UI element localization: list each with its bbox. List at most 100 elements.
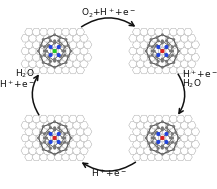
Polygon shape bbox=[155, 66, 163, 74]
Polygon shape bbox=[25, 128, 33, 135]
Circle shape bbox=[54, 67, 55, 68]
Polygon shape bbox=[54, 141, 62, 148]
Polygon shape bbox=[169, 141, 178, 148]
Polygon shape bbox=[173, 122, 181, 129]
Polygon shape bbox=[36, 35, 44, 42]
Circle shape bbox=[43, 126, 44, 127]
Polygon shape bbox=[169, 153, 178, 161]
Circle shape bbox=[65, 149, 67, 150]
Circle shape bbox=[156, 64, 158, 65]
Circle shape bbox=[50, 147, 51, 149]
Circle shape bbox=[67, 45, 68, 46]
Circle shape bbox=[178, 137, 179, 139]
Polygon shape bbox=[147, 128, 156, 135]
Circle shape bbox=[173, 149, 174, 150]
Circle shape bbox=[172, 50, 173, 52]
Circle shape bbox=[44, 137, 45, 139]
Polygon shape bbox=[83, 141, 92, 148]
Polygon shape bbox=[80, 47, 88, 55]
Circle shape bbox=[40, 143, 42, 144]
Circle shape bbox=[38, 137, 39, 139]
Polygon shape bbox=[54, 28, 62, 36]
Polygon shape bbox=[140, 41, 148, 48]
Circle shape bbox=[173, 39, 174, 40]
Polygon shape bbox=[54, 66, 62, 74]
Polygon shape bbox=[65, 60, 74, 67]
Circle shape bbox=[161, 147, 163, 149]
Circle shape bbox=[54, 40, 56, 42]
Circle shape bbox=[156, 124, 158, 125]
Polygon shape bbox=[32, 66, 41, 74]
Polygon shape bbox=[47, 128, 55, 135]
Polygon shape bbox=[143, 134, 152, 142]
Circle shape bbox=[50, 127, 51, 129]
Circle shape bbox=[167, 151, 169, 152]
Circle shape bbox=[167, 37, 168, 39]
Polygon shape bbox=[173, 147, 181, 154]
Polygon shape bbox=[136, 35, 145, 42]
Polygon shape bbox=[36, 134, 44, 142]
Circle shape bbox=[175, 45, 176, 46]
Polygon shape bbox=[129, 60, 137, 67]
Circle shape bbox=[65, 39, 67, 40]
Polygon shape bbox=[39, 66, 48, 74]
Circle shape bbox=[165, 46, 168, 48]
Polygon shape bbox=[187, 134, 196, 142]
Circle shape bbox=[172, 54, 173, 56]
Polygon shape bbox=[184, 66, 192, 74]
Polygon shape bbox=[76, 115, 85, 123]
Circle shape bbox=[54, 153, 55, 155]
Circle shape bbox=[59, 150, 61, 152]
Polygon shape bbox=[158, 147, 167, 154]
Polygon shape bbox=[32, 41, 41, 48]
Polygon shape bbox=[147, 28, 156, 36]
Circle shape bbox=[50, 40, 51, 42]
Polygon shape bbox=[166, 147, 174, 154]
Polygon shape bbox=[21, 147, 30, 154]
Polygon shape bbox=[158, 134, 167, 142]
Circle shape bbox=[166, 147, 167, 149]
Polygon shape bbox=[58, 60, 66, 67]
Polygon shape bbox=[132, 28, 141, 36]
Circle shape bbox=[48, 143, 50, 145]
Polygon shape bbox=[83, 54, 92, 61]
Polygon shape bbox=[129, 47, 137, 55]
Polygon shape bbox=[50, 47, 59, 55]
Polygon shape bbox=[61, 54, 70, 61]
Circle shape bbox=[149, 45, 150, 46]
Circle shape bbox=[175, 143, 176, 144]
Polygon shape bbox=[69, 141, 77, 148]
Circle shape bbox=[40, 56, 42, 57]
Polygon shape bbox=[143, 47, 152, 55]
Polygon shape bbox=[61, 153, 70, 161]
Circle shape bbox=[59, 143, 61, 145]
Polygon shape bbox=[39, 115, 48, 123]
Circle shape bbox=[67, 56, 68, 57]
Circle shape bbox=[40, 132, 42, 133]
Circle shape bbox=[148, 45, 150, 46]
Polygon shape bbox=[143, 147, 152, 154]
Polygon shape bbox=[43, 60, 51, 67]
Text: H$^+$+e$^-$: H$^+$+e$^-$ bbox=[182, 68, 217, 80]
Circle shape bbox=[166, 127, 167, 129]
Circle shape bbox=[167, 44, 169, 46]
Circle shape bbox=[64, 137, 66, 139]
Circle shape bbox=[165, 54, 168, 56]
Circle shape bbox=[64, 141, 66, 143]
Circle shape bbox=[67, 132, 69, 133]
Circle shape bbox=[156, 37, 158, 39]
Polygon shape bbox=[25, 115, 33, 123]
Circle shape bbox=[49, 124, 50, 126]
Circle shape bbox=[58, 147, 60, 149]
Circle shape bbox=[175, 56, 176, 57]
Polygon shape bbox=[76, 28, 85, 36]
Polygon shape bbox=[184, 153, 192, 161]
Polygon shape bbox=[191, 141, 200, 148]
Polygon shape bbox=[36, 60, 44, 67]
Polygon shape bbox=[80, 60, 88, 67]
Circle shape bbox=[161, 136, 164, 139]
Polygon shape bbox=[140, 28, 148, 36]
Polygon shape bbox=[176, 128, 185, 135]
Polygon shape bbox=[76, 141, 85, 148]
Polygon shape bbox=[28, 35, 37, 42]
